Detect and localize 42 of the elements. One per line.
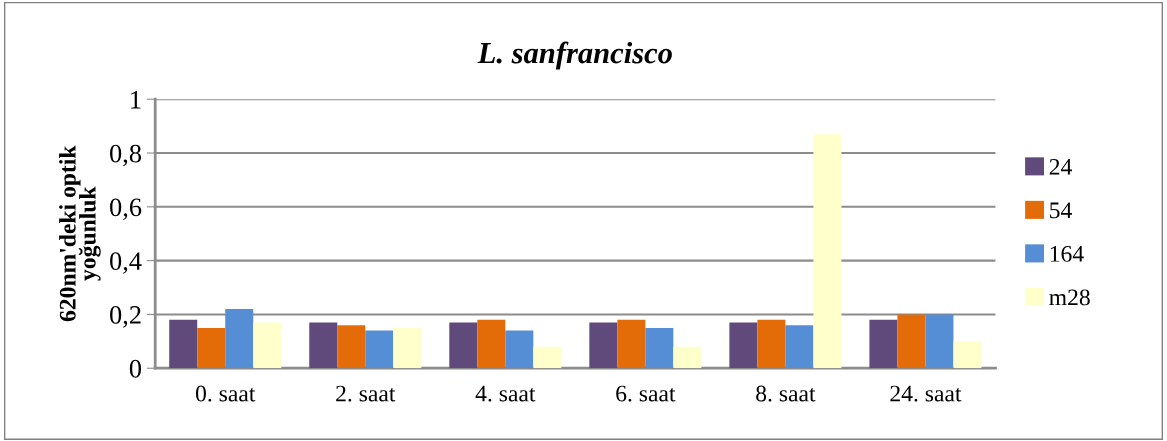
bar bbox=[785, 325, 814, 369]
bar bbox=[533, 346, 562, 369]
y-tick-label: 0 bbox=[129, 359, 142, 378]
bar bbox=[309, 322, 338, 369]
bar bbox=[953, 341, 982, 369]
y-tick-label: 0,4 bbox=[110, 252, 142, 274]
legend-label: m28 bbox=[1049, 289, 1090, 306]
legend-label: 164 bbox=[1050, 245, 1084, 262]
x-tick-label: 6. saat bbox=[616, 385, 676, 402]
bar bbox=[169, 319, 198, 369]
x-tick-label: 0. saat bbox=[195, 385, 256, 402]
y-tick-label: 0,6 bbox=[110, 198, 142, 221]
bar bbox=[253, 322, 282, 369]
bar bbox=[869, 319, 898, 369]
x-tick-label: 8. saat bbox=[756, 385, 816, 402]
bar bbox=[225, 309, 254, 369]
x-tick-label: 24. saat bbox=[890, 385, 962, 402]
bar bbox=[925, 314, 954, 369]
bar bbox=[197, 327, 226, 369]
bar bbox=[477, 319, 506, 369]
y-tick-label: 1 bbox=[131, 90, 141, 109]
chart-title: L. sanfrancisco bbox=[477, 41, 672, 70]
bar bbox=[393, 327, 422, 369]
bar bbox=[729, 322, 758, 369]
x-tick-label: 4. saat bbox=[475, 385, 536, 402]
bar bbox=[365, 330, 394, 369]
bar bbox=[449, 322, 478, 369]
legend-label: 54 bbox=[1050, 202, 1072, 219]
bar bbox=[813, 134, 842, 369]
x-tick-label: 2. saat bbox=[336, 385, 396, 402]
bar bbox=[505, 330, 534, 369]
y-tick-label: 0,2 bbox=[110, 306, 141, 328]
bar bbox=[617, 319, 646, 369]
y-axis-title: 620nm'deki optik yoğunluk bbox=[59, 145, 101, 322]
bar bbox=[897, 314, 926, 369]
bar bbox=[757, 319, 786, 369]
bar bbox=[645, 327, 674, 369]
legend-label: 24 bbox=[1049, 158, 1072, 175]
bar bbox=[589, 322, 618, 369]
bar bbox=[673, 346, 702, 369]
y-tick-label: 0,8 bbox=[110, 144, 142, 167]
bar bbox=[337, 325, 366, 369]
